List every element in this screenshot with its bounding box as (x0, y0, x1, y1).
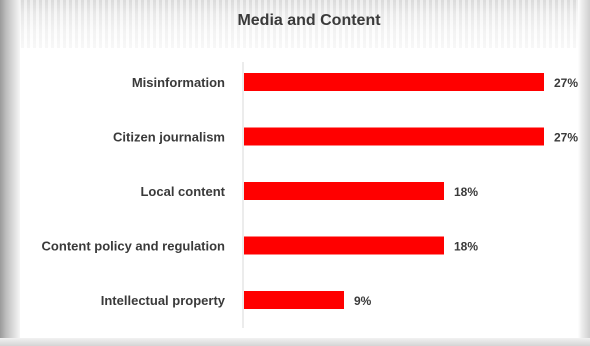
bar (244, 73, 544, 91)
category-label: Citizen journalism (113, 130, 225, 145)
bottom-edge-shadow (0, 338, 590, 346)
category-label: Content policy and regulation (42, 239, 226, 254)
bar (244, 182, 444, 200)
value-label: 18% (454, 240, 478, 254)
bar (244, 236, 444, 255)
bar (244, 291, 344, 309)
bar (244, 127, 544, 146)
title-band (0, 0, 590, 48)
left-edge-shadow (0, 0, 20, 346)
chart-title: Media and Content (237, 12, 381, 29)
category-label: Intellectual property (101, 293, 226, 308)
right-edge-shadow (578, 0, 590, 346)
bars-group: Misinformation 27% Citizen journalism 27% Lo… (42, 73, 578, 309)
category-label: Misinformation (132, 75, 225, 90)
value-label: 9% (354, 294, 372, 308)
value-label: 27% (554, 131, 578, 145)
value-label: 27% (554, 76, 578, 90)
category-label: Local content (140, 184, 225, 199)
value-label: 18% (454, 185, 478, 199)
